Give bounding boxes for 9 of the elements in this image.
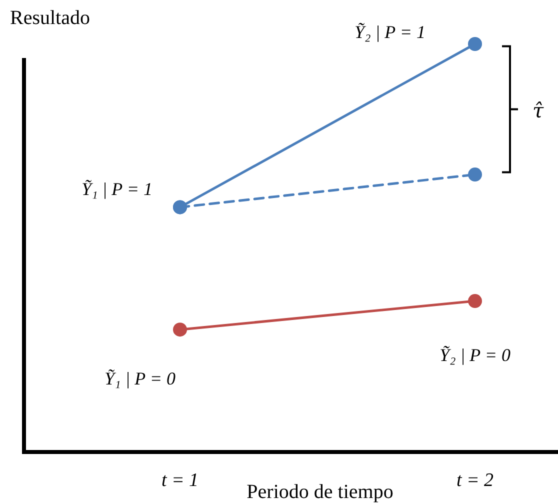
x-tick-label: t = 1 xyxy=(161,470,199,491)
annotation: Ỹ₂ | P = 1 xyxy=(354,22,426,42)
annotation: Ỹ₁ | P = 0 xyxy=(104,368,176,389)
x-axis-title: Periodo de tiempo xyxy=(246,481,394,503)
y-axis-title: Resultado xyxy=(10,7,90,29)
annotation: Ỹ₁ | P = 1 xyxy=(81,179,153,200)
annotation: τ̂ xyxy=(532,98,544,122)
x-tick-label: t = 2 xyxy=(456,470,494,491)
annotation: Ỹ₂ | P = 0 xyxy=(439,345,511,366)
